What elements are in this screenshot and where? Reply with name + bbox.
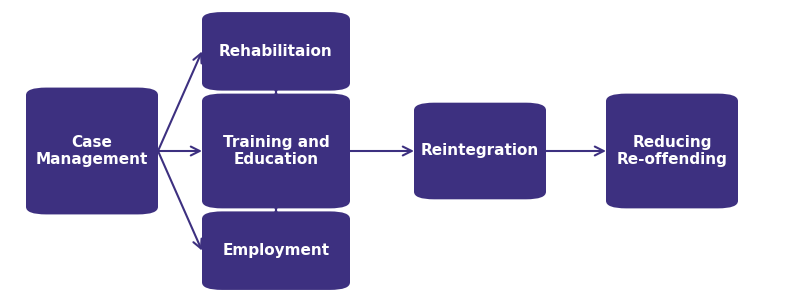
Text: Reintegration: Reintegration bbox=[421, 143, 539, 159]
FancyBboxPatch shape bbox=[414, 103, 546, 199]
Text: Employment: Employment bbox=[222, 243, 330, 258]
Text: Reducing
Re-offending: Reducing Re-offending bbox=[617, 135, 727, 167]
FancyBboxPatch shape bbox=[202, 94, 350, 208]
FancyBboxPatch shape bbox=[202, 211, 350, 290]
FancyBboxPatch shape bbox=[202, 12, 350, 91]
Text: Rehabilitaion: Rehabilitaion bbox=[219, 44, 333, 59]
Text: Training and
Education: Training and Education bbox=[222, 135, 330, 167]
FancyBboxPatch shape bbox=[606, 94, 738, 208]
Text: Case
Management: Case Management bbox=[36, 135, 148, 167]
FancyBboxPatch shape bbox=[26, 88, 158, 214]
